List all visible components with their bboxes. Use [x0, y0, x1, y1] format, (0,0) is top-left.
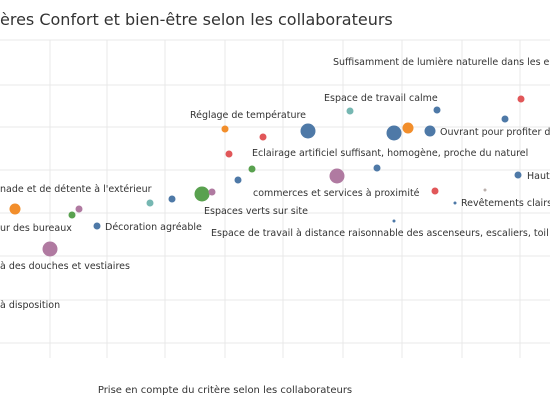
data-point[interactable] — [93, 222, 101, 230]
data-point[interactable] — [514, 171, 522, 179]
data-point[interactable] — [329, 168, 345, 184]
chart-title: ères Confort et bien-être selon les coll… — [0, 10, 393, 29]
point-label: Ouvrant pour profiter d — [440, 127, 550, 138]
data-point[interactable] — [208, 188, 216, 196]
point-label: Réglage de température — [190, 110, 306, 121]
data-point[interactable] — [386, 125, 402, 141]
data-point[interactable] — [431, 187, 439, 195]
data-point[interactable] — [68, 211, 76, 219]
data-point[interactable] — [402, 122, 414, 134]
data-point[interactable] — [75, 205, 83, 213]
point-label: ur des bureaux — [0, 223, 72, 234]
point-label: Espace de travail calme — [324, 93, 438, 104]
data-point[interactable] — [248, 165, 256, 173]
data-point[interactable] — [225, 150, 233, 158]
data-point[interactable] — [234, 176, 242, 184]
data-point[interactable] — [453, 201, 457, 205]
data-point[interactable] — [346, 107, 354, 115]
data-point[interactable] — [168, 195, 176, 203]
point-label: à des douches et vestiaires — [0, 261, 130, 272]
data-points — [9, 95, 525, 257]
data-point[interactable] — [373, 164, 381, 172]
data-point[interactable] — [300, 123, 316, 139]
point-label: Eclairage artificiel suffisant, homogène… — [252, 148, 528, 159]
point-label: commerces et services à proximité — [253, 188, 420, 199]
point-label: Haut — [527, 171, 550, 182]
point-label: nade et de détente à l'extérieur — [0, 184, 152, 195]
data-point[interactable] — [194, 186, 210, 202]
data-point[interactable] — [146, 199, 154, 207]
data-point[interactable] — [483, 188, 487, 192]
point-label: Décoration agréable — [105, 222, 202, 233]
x-axis-label: Prise en compte du critère selon les col… — [98, 384, 352, 396]
point-label: Espaces verts sur site — [204, 206, 308, 217]
point-label: à disposition — [0, 300, 60, 311]
data-point[interactable] — [221, 125, 229, 133]
data-point[interactable] — [501, 115, 509, 123]
point-label: Revêtements clairs — [461, 198, 550, 209]
data-point[interactable] — [259, 133, 267, 141]
data-point[interactable] — [424, 125, 436, 137]
data-point[interactable] — [9, 203, 21, 215]
data-point[interactable] — [392, 219, 396, 223]
point-labels: Suffisamment de lumière naturelle dans l… — [0, 57, 550, 311]
data-point[interactable] — [433, 106, 441, 114]
data-point[interactable] — [517, 95, 525, 103]
point-label: Suffisamment de lumière naturelle dans l… — [333, 57, 550, 68]
point-label: Espace de travail à distance raisonnable… — [211, 228, 549, 239]
data-point[interactable] — [42, 241, 58, 257]
grid — [0, 39, 550, 358]
